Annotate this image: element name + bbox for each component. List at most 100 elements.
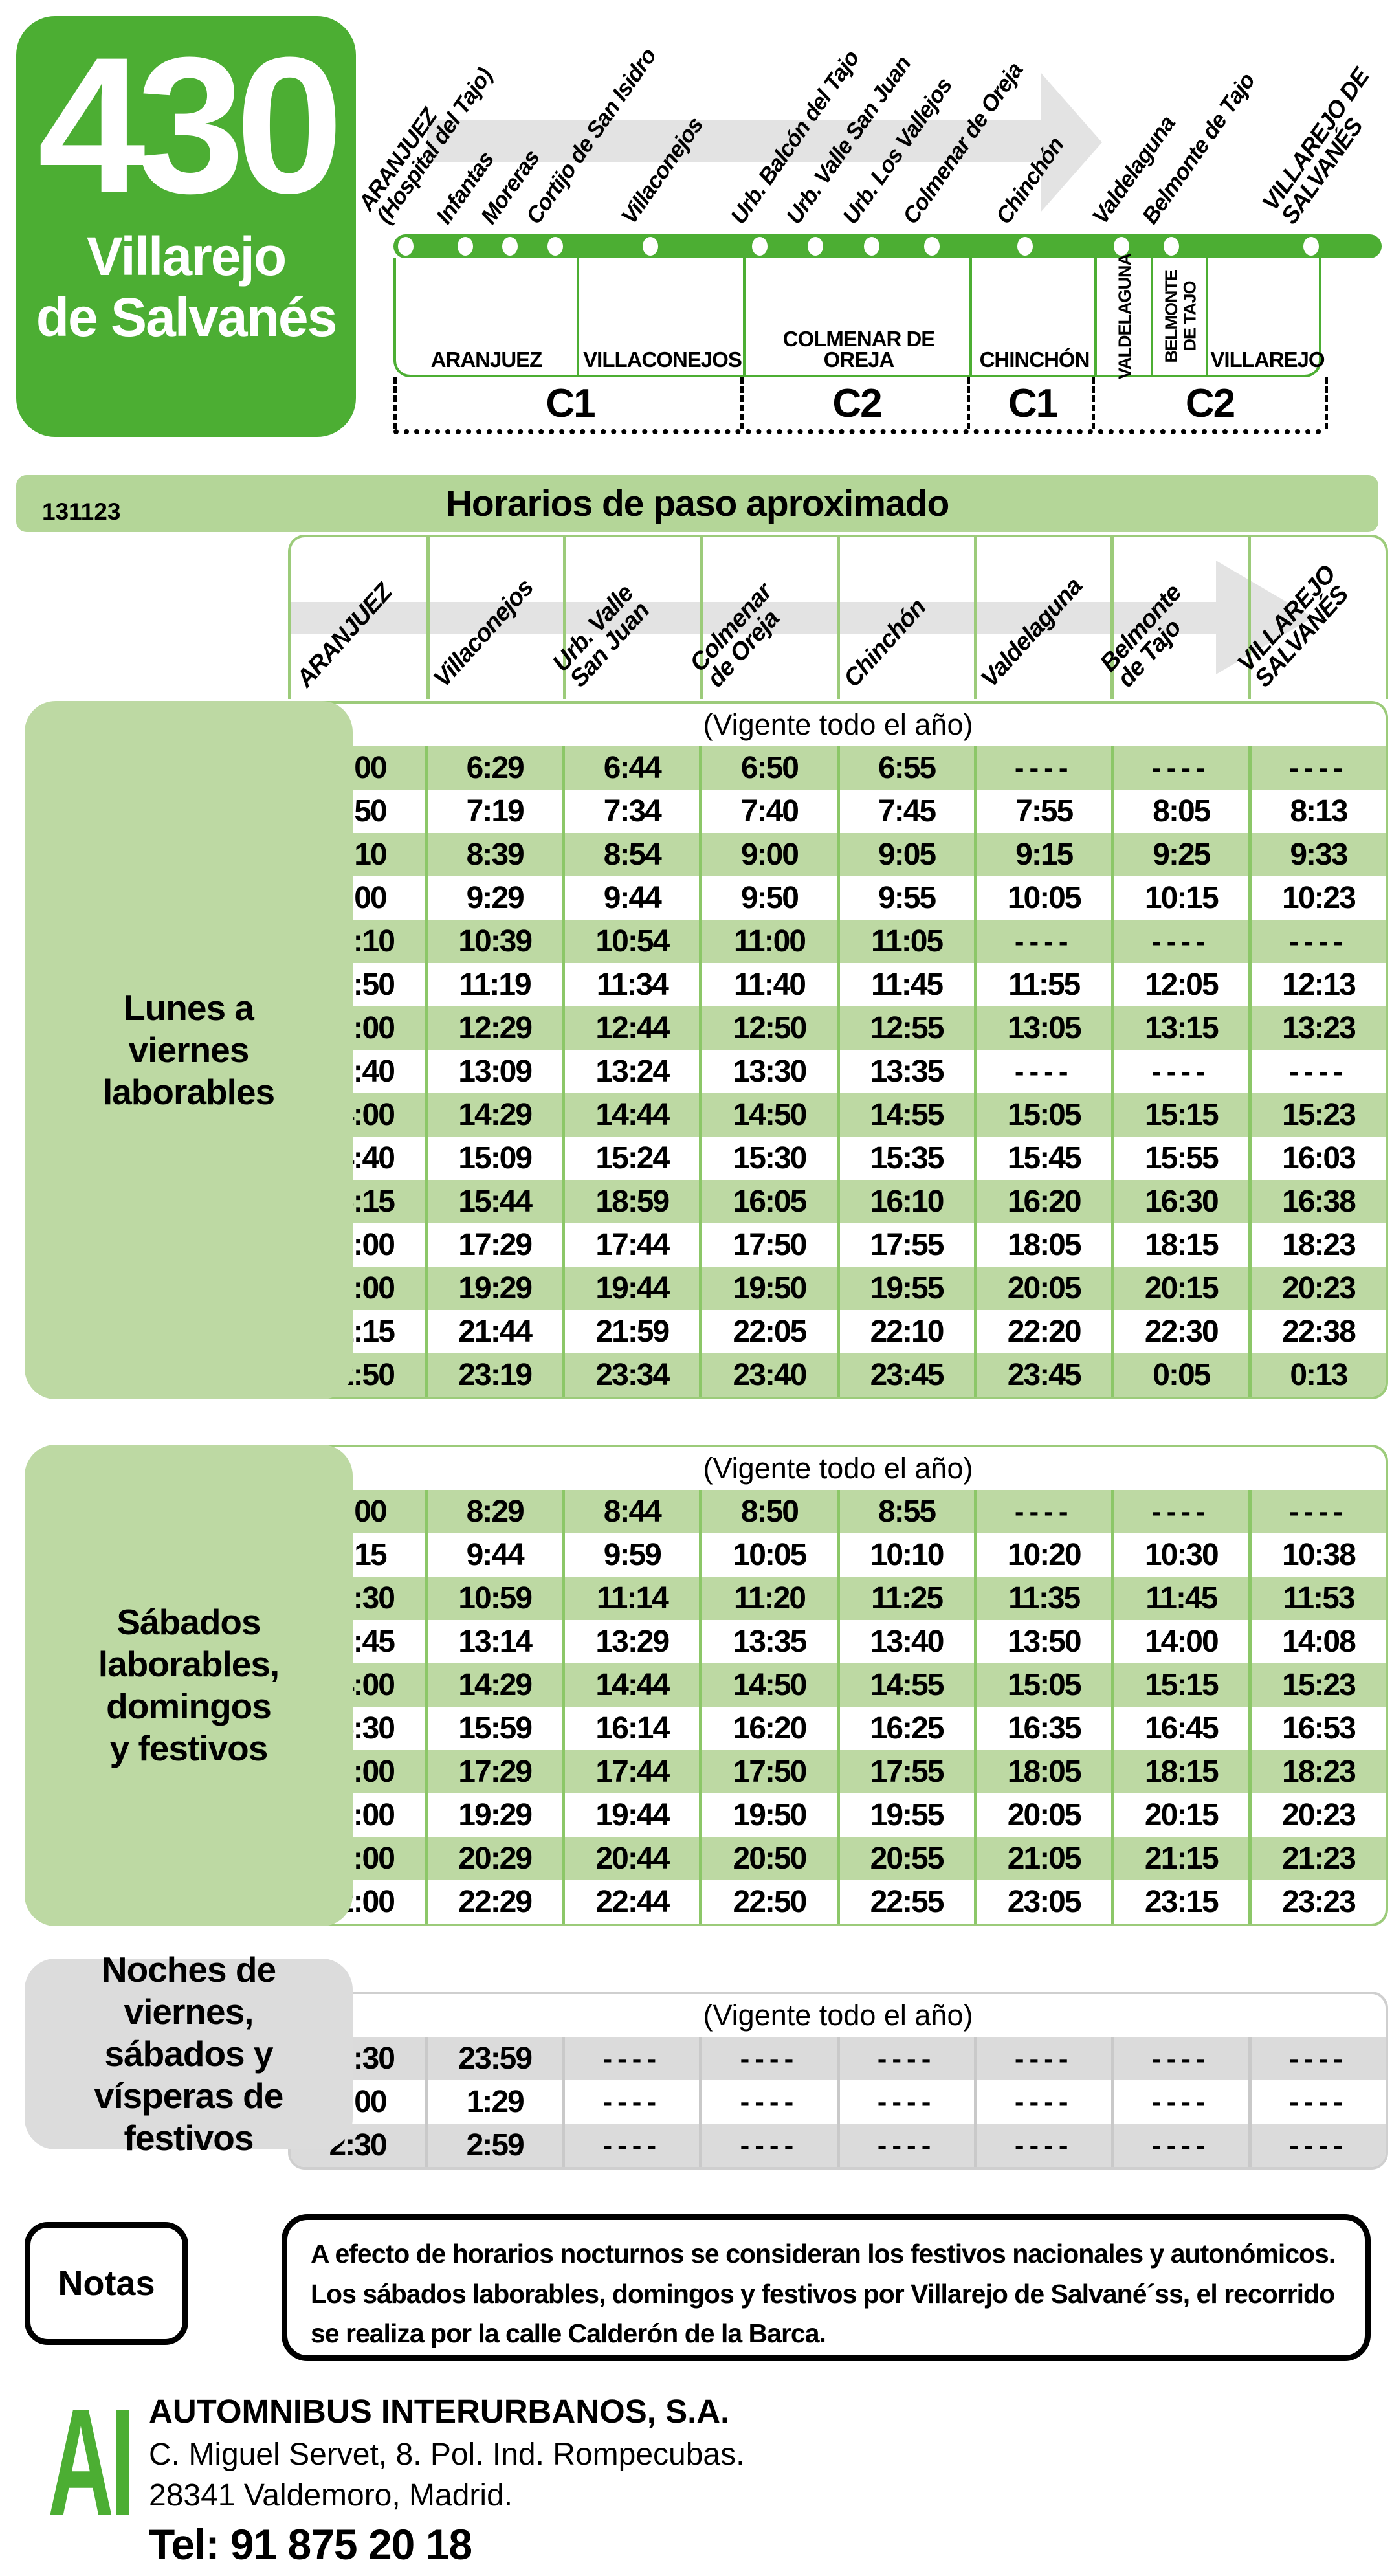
time-cell: ---- [836,2124,974,2167]
column-header-stop: ARANJUEZ [291,579,398,693]
time-cell: 20:05 [973,1267,1111,1310]
time-cell: 10:10 [836,1533,974,1577]
time-cell: 2:59 [425,2124,562,2167]
title-bar: 131123 Horarios de paso aproximado [16,475,1378,532]
time-cell: 11:55 [973,963,1111,1006]
time-cell: 9:15 [973,833,1111,876]
time-cell: ---- [1110,2124,1248,2167]
zone-label: VILLACONEJOS [583,347,742,372]
time-cell: 23:19 [425,1353,562,1397]
footer-address-line2: 28341 Valdemoro, Madrid. [149,2478,513,2513]
fare-zone-label: C1 [546,381,595,426]
time-cell: 14:00 [1110,1620,1248,1663]
stop-dot [1164,237,1179,256]
zone-label: VILLAREJO [1210,347,1325,372]
time-cell: 20:44 [562,1837,699,1880]
time-cell: 10:30 [1110,1533,1248,1577]
column-separator [700,537,703,699]
time-cell: 10:05 [973,876,1111,920]
stop-dot [458,237,473,256]
time-cell: 0:05 [1110,1353,1248,1397]
table-row: 19:00 19:29 19:44 19:50 19:55 20:05 20:15 20:23 [291,1793,1386,1837]
time-cell: 10:59 [425,1577,562,1620]
time-cell: 22:44 [562,1880,699,1924]
time-cell: 9:00 [699,833,836,876]
zone-label: VALDELAGUNA [1115,254,1135,379]
table-row: 21:15 21:44 21:59 22:05 22:10 22:20 22:30 22:38 [291,1310,1386,1353]
note-line: se realiza por la calle Calderón de la B… [311,2318,826,2348]
footer-phone: Tel: 91 875 20 18 [149,2520,472,2568]
time-cell: 15:05 [973,1093,1111,1137]
footer-address-line1: C. Miguel Servet, 8. Pol. Ind. Rompecuba… [149,2437,745,2472]
time-cell: 20:15 [1110,1267,1248,1310]
time-cell: 11:25 [836,1577,974,1620]
time-cell: 16:38 [1248,1180,1386,1223]
time-cell: 19:50 [699,1793,836,1837]
time-cell: 11:40 [699,963,836,1006]
page-title: Horarios de paso aproximado [445,483,950,524]
time-cell: ---- [1110,2037,1248,2080]
route-line [393,234,1382,258]
time-cell: 15:44 [425,1180,562,1223]
time-cell: ---- [1110,920,1248,963]
time-cell: 21:05 [973,1837,1111,1880]
stop-dot [502,237,518,256]
time-cell: ---- [1248,746,1386,790]
time-cell: 9:55 [836,876,974,920]
fare-zone-segment: C2 [1092,377,1328,429]
stop-dot [398,237,414,256]
time-cell: 11:20 [699,1577,836,1620]
time-cell: ---- [973,1050,1111,1093]
time-cell: 14:44 [562,1663,699,1707]
time-cell: 15:05 [973,1663,1111,1707]
table-row: 19:00 19:29 19:44 19:50 19:55 20:05 20:15 20:23 [291,1267,1386,1310]
time-cell: 15:15 [1110,1663,1248,1707]
time-cell: 10:15 [1110,876,1248,920]
time-cell: 23:05 [973,1880,1111,1924]
municipality-strip: ARANJUEZ VILLACONEJOS COLMENAR DE OREJA CHI… [393,254,1325,379]
time-cell: 9:44 [562,876,699,920]
time-cell: 18:05 [973,1223,1111,1267]
time-cell: 13:29 [562,1620,699,1663]
column-separator [837,537,840,699]
time-cell: 13:23 [1248,1006,1386,1050]
time-cell: 7:55 [973,790,1111,833]
table-row: 17:00 17:29 17:44 17:50 17:55 18:05 18:15 18:23 [291,1223,1386,1267]
time-cell: 16:25 [836,1707,974,1750]
stop-label: VILLAREJO DE SALVANÉS [1257,63,1375,229]
table-row: 2:30 2:59 ---- ---- ---- ---- ---- ---- [291,2124,1386,2167]
time-cell: 12:44 [562,1006,699,1050]
time-cell: 22:10 [836,1310,974,1353]
route-card: 430 Villarejo de Salvanés [16,16,356,437]
time-cell: 17:44 [562,1223,699,1267]
notes-label-box: Notas [25,2222,188,2345]
table-row: 6:00 6:29 6:44 6:50 6:55 ---- ---- ---- [291,746,1386,790]
time-cell: 23:34 [562,1353,699,1397]
zone-cell: COLMENAR DE OREJA [743,258,972,375]
sheet-code: 131123 [42,498,121,525]
time-cell: 14:50 [699,1093,836,1137]
time-cell: 13:05 [973,1006,1111,1050]
time-cell: ---- [699,2124,836,2167]
time-cell: 16:35 [973,1707,1111,1750]
time-cell: ---- [1248,2037,1386,2080]
time-cell: ---- [973,2080,1111,2124]
time-cell: 8:39 [425,833,562,876]
direction-arrow-band [291,602,1216,634]
table-row: 12:45 13:14 13:29 13:35 13:40 13:50 14:00 14:08 [291,1620,1386,1663]
fare-zone-segment: C2 [740,377,970,429]
time-cell: 16:10 [836,1180,974,1223]
fare-zone-label: C2 [1185,381,1235,426]
time-cell: 15:59 [425,1707,562,1750]
column-separator [973,537,977,699]
time-cell: 14:29 [425,1093,562,1137]
time-cell: 9:05 [836,833,974,876]
column-separator [426,537,430,699]
time-cell: 8:13 [1248,790,1386,833]
time-cell: 12:05 [1110,963,1248,1006]
sidebar-day-type-label: Lunes a viernes laborables [102,988,275,1112]
time-cell: 21:44 [425,1310,562,1353]
time-cell: 12:13 [1248,963,1386,1006]
time-cell: 8:55 [836,1490,974,1533]
sidebar-day-type: Noches de viernes, sábados y vísperas de… [25,1949,353,2158]
